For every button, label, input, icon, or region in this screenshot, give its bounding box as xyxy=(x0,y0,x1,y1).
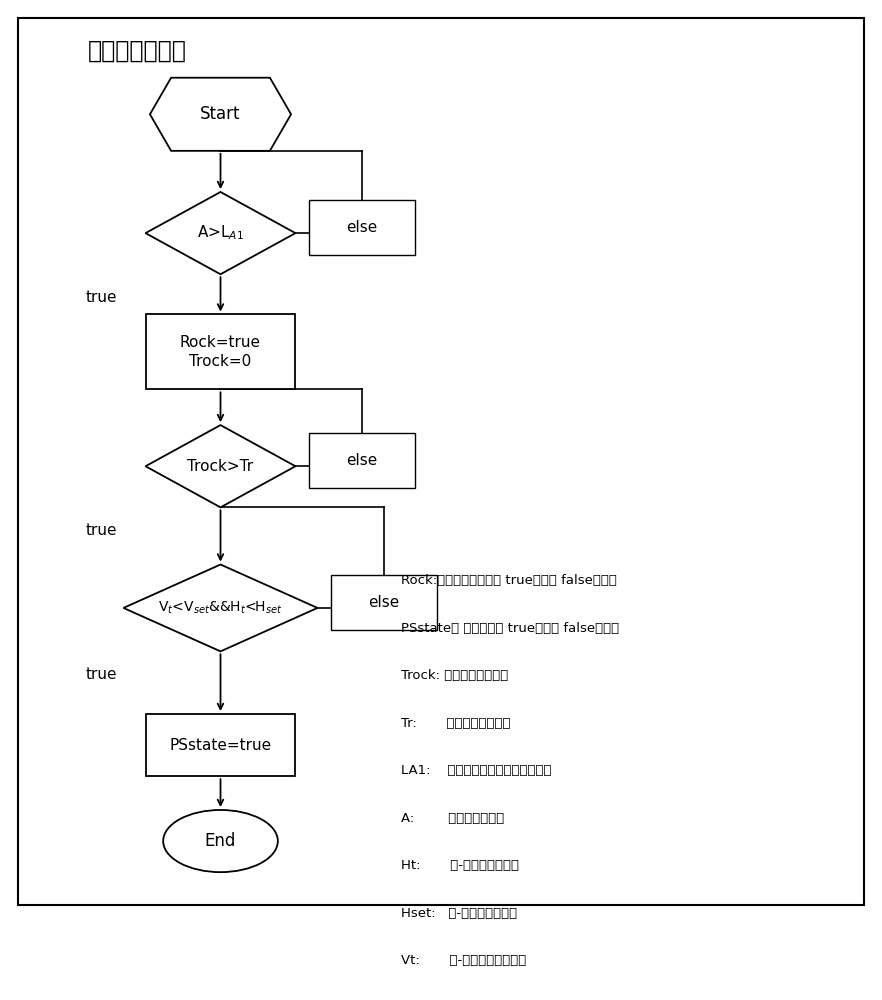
Text: Vt:       人-椅系统实时合速度: Vt: 人-椅系统实时合速度 xyxy=(401,954,527,967)
Text: Rock=true
Trock=0: Rock=true Trock=0 xyxy=(180,335,261,369)
Text: Hset:   人-椅系统预设高度: Hset: 人-椅系统预设高度 xyxy=(401,907,518,920)
Text: PSstate： 射伞状态， true射伞， false不射伞: PSstate： 射伞状态， true射伞， false不射伞 xyxy=(401,622,619,635)
Text: true: true xyxy=(86,290,117,305)
Bar xyxy=(146,714,295,776)
Text: A:        火算包天向分量: A: 火算包天向分量 xyxy=(401,812,505,825)
Text: true: true xyxy=(86,667,117,682)
Bar xyxy=(146,314,295,389)
Text: Ht:       人-椅系统实时高度: Ht: 人-椅系统实时高度 xyxy=(401,859,519,872)
Bar xyxy=(309,200,415,255)
Text: LA1:    火算包天向分量第一个临界值: LA1: 火算包天向分量第一个临界值 xyxy=(401,764,552,777)
Text: End: End xyxy=(205,832,236,850)
Text: Start: Start xyxy=(200,105,241,123)
Text: else: else xyxy=(346,453,377,468)
Text: true: true xyxy=(86,523,117,538)
Polygon shape xyxy=(123,565,318,651)
Text: Trock>Tr: Trock>Tr xyxy=(188,459,253,474)
Text: else: else xyxy=(346,220,377,235)
Text: V$_t$<V$_{set}$&&H$_t$<H$_{set}$: V$_t$<V$_{set}$&&H$_t$<H$_{set}$ xyxy=(159,600,282,616)
Text: PSstate=true: PSstate=true xyxy=(169,738,272,753)
Polygon shape xyxy=(146,425,295,507)
Text: else: else xyxy=(368,595,400,610)
Text: 火箭包控制逻辑: 火箭包控制逻辑 xyxy=(88,38,187,62)
Text: Tr:       火算包总工作时间: Tr: 火算包总工作时间 xyxy=(401,717,511,730)
Text: A>L$_{A1}$: A>L$_{A1}$ xyxy=(197,224,244,242)
Polygon shape xyxy=(150,78,291,151)
Ellipse shape xyxy=(163,810,278,872)
Polygon shape xyxy=(146,192,295,274)
FancyBboxPatch shape xyxy=(18,18,864,905)
Bar xyxy=(309,433,415,488)
Bar xyxy=(331,575,437,630)
Text: Trock: 火算包已工作时间: Trock: 火算包已工作时间 xyxy=(401,669,509,682)
Text: Rock:火算包工作状态， true工作， false不工作: Rock:火算包工作状态， true工作， false不工作 xyxy=(401,574,617,587)
